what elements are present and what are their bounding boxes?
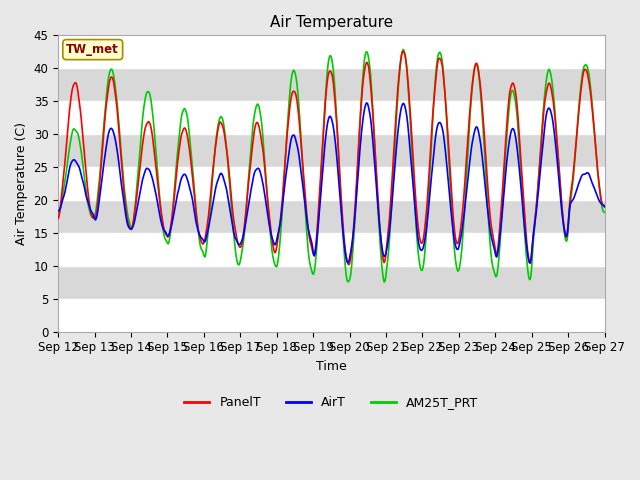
AirT bbox=[415, 239, 422, 244]
Legend: PanelT, AirT, AM25T_PRT: PanelT, AirT, AM25T_PRT bbox=[179, 391, 483, 414]
Y-axis label: Air Temperature (C): Air Temperature (C) bbox=[15, 122, 28, 245]
PanelT bbox=[120, 192, 128, 198]
AM25T_PRT bbox=[380, 279, 388, 285]
Bar bbox=[58, 167, 605, 200]
Text: TW_met: TW_met bbox=[67, 43, 119, 56]
Bar bbox=[58, 299, 605, 332]
Bar bbox=[58, 200, 605, 233]
AirT bbox=[176, 182, 184, 188]
AM25T_PRT bbox=[601, 209, 609, 215]
AirT bbox=[601, 204, 609, 210]
Line: AirT: AirT bbox=[58, 103, 605, 263]
PanelT bbox=[176, 143, 184, 148]
AM25T_PRT bbox=[205, 225, 212, 230]
PanelT bbox=[54, 216, 62, 221]
Bar bbox=[58, 134, 605, 167]
AM25T_PRT bbox=[54, 211, 62, 217]
AirT bbox=[399, 101, 406, 107]
PanelT bbox=[344, 262, 352, 267]
AirT bbox=[64, 173, 72, 179]
AM25T_PRT bbox=[399, 48, 406, 54]
AM25T_PRT bbox=[120, 185, 128, 191]
AirT bbox=[54, 208, 62, 214]
Line: AM25T_PRT: AM25T_PRT bbox=[58, 49, 605, 282]
Title: Air Temperature: Air Temperature bbox=[270, 15, 393, 30]
PanelT bbox=[64, 122, 72, 128]
PanelT bbox=[399, 49, 406, 55]
Line: PanelT: PanelT bbox=[58, 51, 605, 264]
X-axis label: Time: Time bbox=[316, 360, 347, 373]
AirT bbox=[120, 202, 128, 208]
AM25T_PRT bbox=[176, 129, 184, 134]
Bar bbox=[58, 36, 605, 68]
AM25T_PRT bbox=[415, 257, 423, 263]
AM25T_PRT bbox=[399, 47, 407, 52]
Bar bbox=[58, 233, 605, 266]
PanelT bbox=[601, 203, 609, 208]
AirT bbox=[205, 224, 212, 230]
Bar bbox=[58, 266, 605, 299]
PanelT bbox=[205, 212, 212, 217]
PanelT bbox=[415, 232, 423, 238]
PanelT bbox=[399, 48, 407, 54]
AirT bbox=[526, 260, 534, 266]
Bar bbox=[58, 101, 605, 134]
Bar bbox=[58, 68, 605, 101]
AM25T_PRT bbox=[64, 156, 72, 161]
AirT bbox=[363, 100, 371, 106]
